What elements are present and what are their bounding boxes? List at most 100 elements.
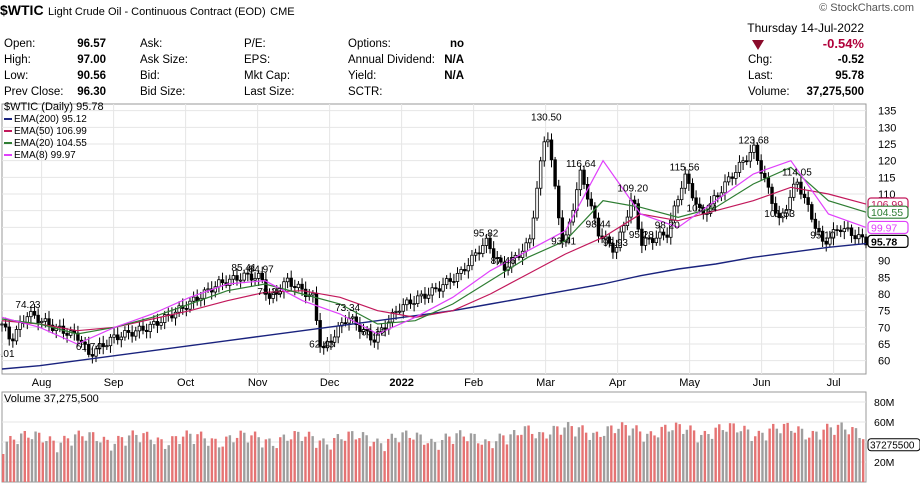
volume-bar [653, 435, 656, 482]
candle-body [549, 139, 554, 161]
candle-body [795, 181, 800, 185]
candle-body [557, 185, 561, 219]
quote-label: Mkt Cap: [244, 70, 291, 82]
down-arrow-icon [752, 40, 764, 50]
volume-bar [250, 435, 253, 482]
quote-label: Bid: [140, 70, 160, 82]
candle-body [65, 332, 69, 336]
volume-bar [217, 447, 221, 482]
y-tick-label: 60M [874, 417, 894, 429]
volume-bar [199, 431, 203, 482]
volume-bar [707, 434, 710, 482]
volume-bar [584, 432, 588, 482]
candle-body [159, 322, 163, 326]
candle-body [430, 287, 434, 296]
candle-body [412, 303, 416, 305]
volume-bar [322, 438, 325, 482]
volume-bar [512, 430, 516, 482]
volume-bar [718, 424, 721, 482]
volume-bar [91, 432, 95, 482]
brand-logo: © StockCharts.com [819, 2, 914, 14]
candle-body [665, 234, 669, 238]
volume-bar [390, 433, 394, 482]
candle-body [459, 269, 463, 274]
candle-body [716, 195, 720, 198]
volume-bar [538, 431, 541, 482]
candle-body [437, 288, 442, 292]
candle-body [144, 329, 149, 332]
price-annotation: 115.56 [670, 162, 700, 173]
candle-body [137, 325, 142, 332]
volume-bar [660, 426, 663, 482]
x-tick-label: May [679, 377, 700, 388]
quote-label: Options: [348, 38, 391, 50]
volume-bar [682, 433, 685, 482]
volume-bar [836, 424, 840, 482]
legend-entry: EMA(200) 95.12 [14, 114, 87, 125]
quote-label: Annual Dividend: [348, 54, 435, 66]
ema-line [1, 159, 867, 345]
candle-body [553, 159, 557, 187]
volume-bar [34, 431, 37, 482]
volume-bar [261, 447, 264, 482]
volume-bar [430, 438, 433, 482]
candle-body [260, 272, 264, 281]
volume-bar [728, 423, 732, 482]
candle-body [745, 160, 749, 163]
price-tag-label: 104.55 [871, 207, 903, 219]
quote-label: Volume: [748, 86, 790, 98]
volume-bar [667, 431, 671, 482]
candle-body [416, 295, 420, 304]
candle-body [618, 231, 622, 248]
candle-body [455, 272, 460, 282]
volume-bar [70, 445, 73, 482]
candle-body [502, 261, 507, 271]
candle-body [694, 197, 698, 205]
volume-bar [700, 434, 703, 482]
candle-body [350, 316, 355, 319]
volume-bar [696, 442, 699, 482]
candle-body [726, 176, 731, 183]
volume-bar [55, 452, 59, 482]
volume-bar [311, 436, 314, 482]
volume-bar [59, 442, 62, 482]
candle-body [748, 152, 753, 162]
volume-bar [423, 444, 426, 482]
volume-bar [189, 433, 192, 482]
volume-bar [66, 438, 70, 482]
volume-bar [764, 440, 768, 482]
volume-bar [502, 435, 505, 482]
volume-bar [736, 432, 739, 482]
volume-bar [617, 428, 620, 482]
candle-body [712, 195, 716, 205]
volume-bar [437, 449, 440, 482]
price-annotation: 92.93 [603, 238, 628, 249]
volume-bar [131, 430, 134, 482]
volume-bar [239, 430, 242, 482]
candle-body [47, 318, 51, 326]
candle-body [614, 247, 619, 253]
volume-bar [520, 434, 523, 482]
candle-body [40, 320, 44, 324]
volume-bar [253, 431, 257, 482]
volume-bar [408, 437, 412, 482]
volume-bar [361, 432, 365, 482]
y-tick-label: 125 [878, 139, 896, 151]
volume-bar [196, 434, 199, 482]
volume-bar [167, 445, 170, 482]
volume-bar [642, 441, 645, 482]
candle-body [336, 325, 340, 338]
volume-bar [768, 428, 771, 482]
volume-bar [207, 445, 210, 482]
candle-body [607, 236, 612, 244]
volume-bar [775, 428, 779, 482]
volume-bar [2, 454, 5, 482]
candle-body [361, 329, 366, 332]
volume-bar [714, 427, 717, 482]
candle-body [101, 343, 105, 348]
price-annotation: 101.53 [764, 209, 795, 220]
volume-bar [225, 436, 228, 482]
quote-label: P/E: [244, 38, 266, 50]
candle-body [604, 236, 608, 240]
